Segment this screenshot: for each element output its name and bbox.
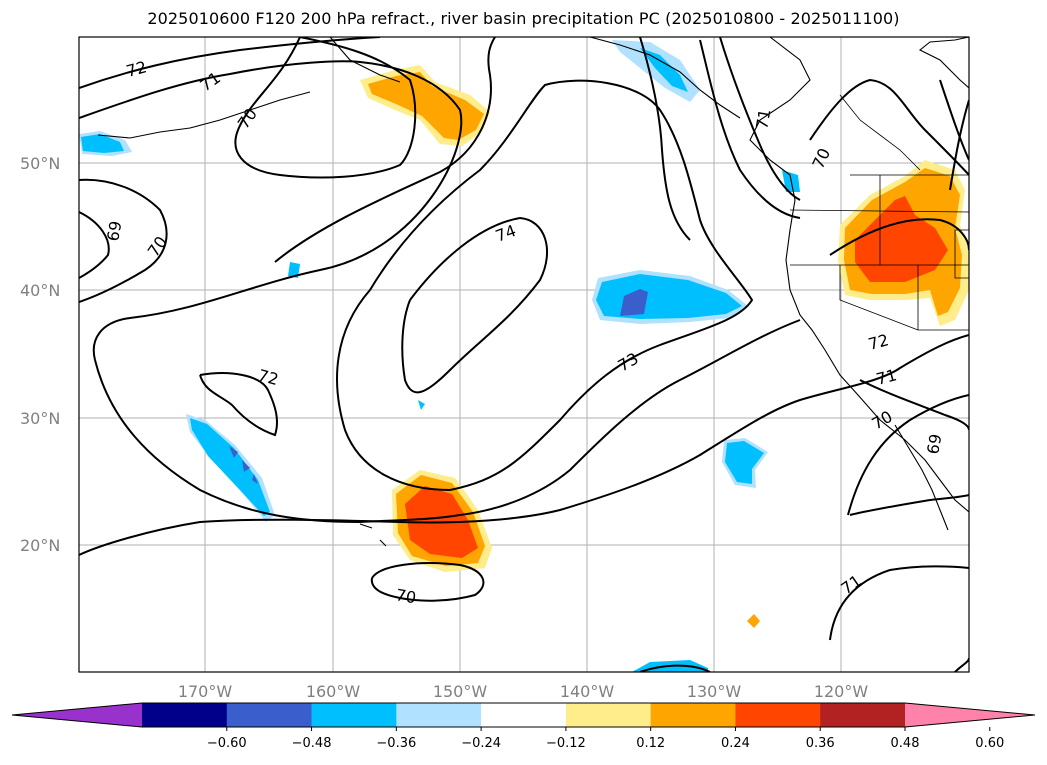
lat-label: 30°N	[20, 409, 60, 428]
contour-label: 72	[866, 330, 891, 354]
contour-label: 69	[103, 219, 125, 242]
colorbar-segment	[311, 703, 397, 727]
contour-label: 71	[752, 107, 774, 130]
colorbar-extend-low	[12, 703, 142, 727]
map-title: 2025010600 F120 200 hPa refract., river …	[147, 9, 900, 28]
colorbar: −0.60 −0.48 −0.36 −0.24 −0.12 0.12 0.24 0.36 0.4…	[11, 702, 1036, 751]
colorbar-tick-label: 0.48	[891, 736, 920, 751]
colorbar-segment	[735, 703, 821, 727]
colorbar-tick-label: −0.36	[376, 736, 416, 751]
latitude-labels: 50°N 40°N 30°N 20°N	[20, 154, 60, 555]
lat-label: 20°N	[20, 536, 60, 555]
map-background	[79, 37, 969, 672]
colorbar-segment	[820, 703, 906, 727]
contour-label: 70	[394, 585, 417, 607]
colorbar-segment	[481, 703, 567, 727]
lon-label: 140°W	[560, 682, 615, 701]
longitude-labels: 170°W 160°W 150°W 140°W 130°W 120°W	[178, 682, 869, 701]
colorbar-extend-high	[905, 703, 1035, 727]
lon-label: 170°W	[178, 682, 233, 701]
colorbar-tick-label: −0.60	[207, 736, 247, 751]
lat-label: 50°N	[20, 154, 60, 173]
colorbar-segment	[396, 703, 482, 727]
contour-label: 69	[923, 432, 945, 455]
colorbar-tick-label: −0.12	[546, 736, 586, 751]
colorbar-outline	[11, 702, 1036, 728]
contour-label: 72	[256, 366, 281, 390]
contour-label: 72	[124, 57, 149, 81]
colorbar-tick-label: −0.48	[292, 736, 332, 751]
negative-precip-patches	[79, 40, 800, 672]
colorbar-segment	[142, 703, 228, 727]
colorbar-segment	[565, 703, 652, 727]
colorbar-tick-label: −0.24	[461, 736, 501, 751]
lon-label: 160°W	[306, 682, 361, 701]
lon-label: 120°W	[814, 682, 869, 701]
colorbar-tick-label: 0.60	[975, 736, 1004, 751]
colorbar-tick-label: 0.24	[721, 736, 750, 751]
contour-label: 71	[874, 365, 899, 389]
colorbar-tick-label: 0.36	[806, 736, 835, 751]
positive-precip-patches	[360, 65, 969, 628]
colorbar-segment	[226, 703, 313, 727]
borders	[789, 94, 969, 331]
refractivity-contours	[79, 37, 969, 672]
lat-label: 40°N	[20, 281, 60, 300]
lon-label: 130°W	[687, 682, 742, 701]
lon-label: 150°W	[433, 682, 488, 701]
coastlines	[97, 37, 969, 547]
colorbar-segment	[650, 703, 736, 727]
map-frame	[78, 36, 970, 673]
colorbar-tick-label: 0.12	[636, 736, 665, 751]
